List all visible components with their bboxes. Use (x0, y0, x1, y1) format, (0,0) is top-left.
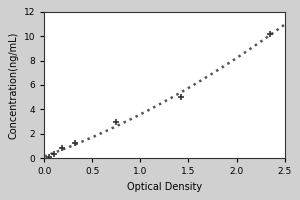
Y-axis label: Concentration(ng/mL): Concentration(ng/mL) (8, 31, 18, 139)
X-axis label: Optical Density: Optical Density (127, 182, 202, 192)
